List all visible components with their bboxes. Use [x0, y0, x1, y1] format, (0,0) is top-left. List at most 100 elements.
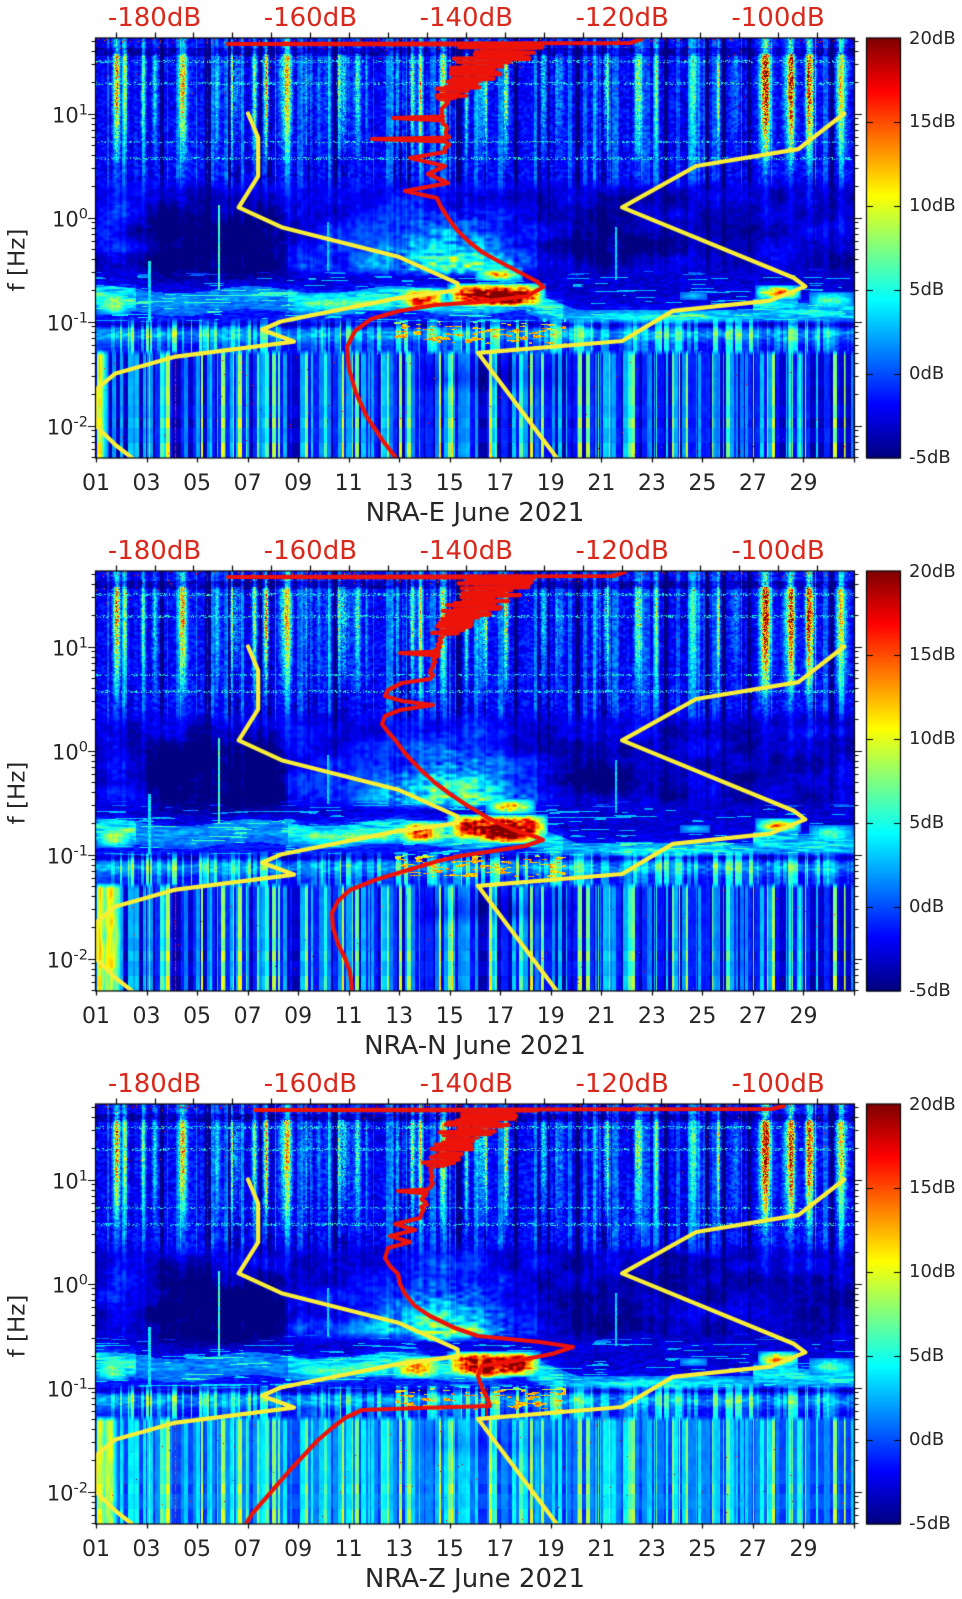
colorbar-tick-label: 20dB	[909, 560, 956, 582]
colorbar-tick-label: 20dB	[909, 27, 956, 49]
y-axis-tick-label: 10-1	[47, 844, 88, 867]
x-axis-tick-label: 29	[789, 1004, 818, 1029]
colorbar-tick-label: -5dB	[909, 1512, 951, 1534]
colorbar-tick-label: 5dB	[909, 811, 945, 833]
x-axis-tick-label: 13	[385, 471, 414, 496]
top-axis-tick-label: -100dB	[731, 1069, 825, 1099]
x-axis-tick-label: 23	[637, 471, 666, 496]
x-axis-tick-label: 11	[334, 1537, 363, 1562]
x-axis-tick-label: 15	[435, 1537, 464, 1562]
y-axis-tick-label: 100	[52, 207, 88, 230]
y-tick-exponent: -2	[73, 947, 88, 963]
x-axis-tick-label: 17	[486, 1537, 515, 1562]
x-axis-tick-label: 09	[284, 471, 313, 496]
x-axis-tick-label: 19	[536, 1537, 565, 1562]
top-axis-tick-label: -180dB	[107, 3, 202, 33]
top-axis-tick-label: -120dB	[575, 3, 669, 33]
colorbar-tick-label: -5dB	[909, 979, 951, 1001]
colorbar-tick-label: 10dB	[909, 1261, 956, 1283]
y-tick-mantissa: 10	[46, 1481, 74, 1505]
y-tick-mantissa: 10	[46, 415, 74, 439]
x-axis-tick-label: 03	[132, 1537, 161, 1562]
x-axis-tick-label: 13	[385, 1004, 414, 1029]
spectrogram-panel-nra-n: -180dB -160dB -140dB -120dB -100dB 01 03 05 07 09…	[0, 533, 962, 1066]
panel-title: NRA-N June 2021	[364, 1031, 586, 1061]
x-axis-tick-label: 01	[82, 471, 110, 496]
y-tick-exponent: -1	[73, 843, 88, 859]
x-axis-tick-label: 03	[132, 471, 161, 496]
top-axis-tick-label: -180dB	[107, 536, 202, 566]
x-axis-tick-label: 23	[637, 1537, 666, 1562]
x-axis-tick-label: 17	[486, 1004, 515, 1029]
y-tick-mantissa: 10	[52, 207, 79, 231]
y-tick-mantissa: 10	[52, 740, 79, 764]
y-tick-mantissa: 10	[52, 103, 79, 127]
y-axis-tick-label: 101	[52, 103, 88, 126]
x-axis-tick-label: 11	[334, 471, 363, 496]
x-axis-tick-label: 09	[284, 1537, 313, 1562]
y-axis-label: f [Hz]	[4, 761, 31, 825]
colorbar-tick-label: 20dB	[909, 1093, 956, 1115]
y-tick-mantissa: 10	[52, 1169, 79, 1193]
x-axis-tick-label: 07	[233, 1004, 262, 1029]
x-axis-tick-label: 15	[435, 471, 464, 496]
x-axis-tick-label: 29	[789, 1537, 818, 1562]
colorbar-tick-label: 5dB	[909, 1344, 945, 1366]
top-axis-tick-label: -100dB	[731, 536, 825, 566]
x-axis-tick-label: 07	[233, 471, 262, 496]
x-axis-tick-label: 23	[637, 1004, 666, 1029]
x-axis-tick-label: 05	[183, 1004, 212, 1029]
top-axis-tick-label: -120dB	[575, 536, 669, 566]
colorbar-tick-label: 0dB	[909, 362, 945, 384]
x-axis-tick-label: 27	[738, 1004, 767, 1029]
x-axis-tick-label: 21	[587, 1537, 616, 1562]
x-axis-tick-label: 25	[688, 1537, 717, 1562]
x-axis-tick-label: 09	[284, 1004, 313, 1029]
y-tick-exponent: 1	[78, 1168, 88, 1184]
y-axis-tick-label: 10-1	[47, 1377, 88, 1400]
x-axis-tick-label: 25	[688, 471, 717, 496]
y-axis-label: f [Hz]	[4, 228, 31, 292]
top-axis-tick-label: -140dB	[419, 536, 513, 566]
top-axis-tick-label: -140dB	[419, 1069, 513, 1099]
panel-title: NRA-E June 2021	[365, 498, 585, 528]
x-axis-tick-label: 03	[132, 1004, 161, 1029]
y-tick-mantissa: 10	[46, 948, 74, 972]
top-axis-tick-label: -140dB	[419, 3, 513, 33]
colorbar-tick-label: 15dB	[909, 644, 956, 666]
y-axis-tick-label: 101	[52, 636, 88, 659]
panel-title: NRA-Z June 2021	[364, 1564, 586, 1594]
x-axis-tick-label: 15	[435, 1004, 464, 1029]
y-tick-mantissa: 10	[46, 844, 74, 868]
x-axis-tick-label: 27	[738, 1537, 767, 1562]
y-tick-exponent: 0	[78, 1272, 88, 1288]
y-tick-exponent: 1	[78, 635, 88, 651]
top-axis-tick-label: -100dB	[731, 3, 825, 33]
y-tick-exponent: 0	[78, 206, 88, 222]
y-tick-mantissa: 10	[52, 636, 79, 660]
x-axis-tick-label: 07	[233, 1537, 262, 1562]
x-axis-tick-label: 13	[385, 1537, 414, 1562]
top-axis-tick-label: -180dB	[107, 1069, 202, 1099]
colorbar-tick-label: 0dB	[909, 895, 945, 917]
y-tick-exponent: 0	[78, 739, 88, 755]
y-tick-mantissa: 10	[46, 311, 74, 335]
colorbar-tick-label: 0dB	[909, 1428, 945, 1450]
top-axis-tick-label: -120dB	[575, 1069, 669, 1099]
y-axis-tick-label: 10-2	[47, 948, 88, 971]
y-axis-tick-label: 10-2	[47, 415, 88, 438]
x-axis-tick-label: 25	[688, 1004, 717, 1029]
spectrogram-panel-nra-e: -180dB -160dB -140dB -120dB -100dB 01 03 05 07 09…	[0, 0, 962, 533]
y-tick-mantissa: 10	[46, 1377, 74, 1401]
x-axis-tick-label: 27	[738, 471, 767, 496]
spectrogram-panel-nra-z: -180dB -160dB -140dB -120dB -100dB 01 03 05 07 09…	[0, 1066, 962, 1599]
spectrogram-canvas-nra-e	[0, 0, 962, 533]
y-axis-tick-label: 100	[52, 1273, 88, 1296]
y-tick-mantissa: 10	[52, 1273, 79, 1297]
colorbar-tick-label: 15dB	[909, 1177, 956, 1199]
y-axis-tick-label: 100	[52, 740, 88, 763]
x-axis-tick-label: 21	[587, 1004, 616, 1029]
x-axis-tick-label: 19	[536, 1004, 565, 1029]
y-tick-exponent: 1	[78, 102, 88, 118]
